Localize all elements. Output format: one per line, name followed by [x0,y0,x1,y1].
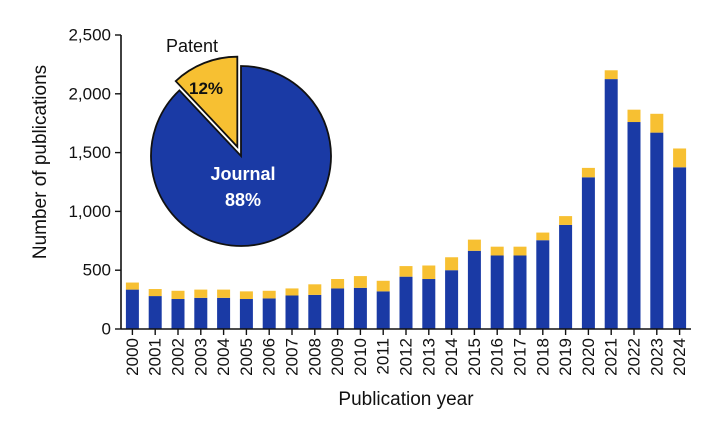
bar-patent-2008 [308,284,322,295]
x-tick-label-2016: 2016 [488,338,507,376]
bar-journal-2000 [125,289,139,329]
bar-patent-2022 [627,109,641,123]
bar-journal-2005 [239,299,253,329]
x-tick-label-2022: 2022 [625,338,644,376]
bar-patent-2016 [490,246,504,256]
bar-patent-2010 [353,276,367,288]
y-tick-label-0: 0 [102,320,111,339]
bar-journal-2013 [422,279,436,329]
x-tick-label-2010: 2010 [351,338,370,376]
x-tick-label-2024: 2024 [670,338,689,376]
x-tick-label-2005: 2005 [237,338,256,376]
x-tick-label-2006: 2006 [260,338,279,376]
bar-journal-2015 [467,250,481,329]
bar-journal-2021 [604,79,618,329]
bar-journal-2002 [171,299,185,329]
x-tick-label-2018: 2018 [533,338,552,376]
bar-journal-2006 [262,298,276,329]
x-tick-label-2012: 2012 [397,338,416,376]
bar-patent-2004 [217,289,231,298]
y-axis: 0 500 1,000 1,500 2,000 2,500 [68,26,122,339]
bars-layer [125,70,687,330]
bar-patent-2002 [171,290,185,300]
bar-patent-2012 [399,266,413,277]
x-tick-label-2014: 2014 [442,338,461,376]
bar-patent-2024 [673,148,687,168]
bar-journal-2003 [194,297,208,329]
bar-patent-2005 [239,291,253,300]
bar-journal-2007 [285,295,299,329]
bar-patent-2006 [262,290,276,299]
x-tick-label-2004: 2004 [214,338,233,376]
x-tick-label-2017: 2017 [511,338,530,376]
bar-journal-2001 [148,296,162,329]
x-tick-label-2000: 2000 [123,338,142,376]
bar-patent-2017 [513,246,527,256]
y-axis-title: Number of publications [30,65,51,259]
y-tick-label-1500: 1,500 [68,143,111,162]
x-tick-label-2021: 2021 [602,338,621,376]
bar-patent-2019 [559,216,573,225]
bar-journal-2004 [217,297,231,329]
x-tick-label-2015: 2015 [465,338,484,376]
pie-label-journal-percent: 88% [225,190,261,210]
x-tick-label-2008: 2008 [305,338,324,376]
bar-journal-2009 [331,288,345,329]
x-tick-label-2023: 2023 [647,338,666,376]
pie-label-patent-percent: 12% [189,79,223,98]
x-tick-label-2003: 2003 [191,338,210,376]
x-tick-label-2007: 2007 [283,338,302,376]
bar-patent-2000 [125,282,139,290]
bar-patent-2020 [581,167,595,178]
bar-journal-2011 [376,291,390,329]
bar-journal-2008 [308,294,322,329]
bar-journal-2023 [650,132,664,329]
bar-journal-2018 [536,240,550,329]
y-tick-label-1000: 1,000 [68,202,111,221]
bar-patent-2007 [285,288,299,296]
bar-journal-2014 [445,270,459,329]
pie-label-patent: Patent [166,36,218,56]
bar-journal-2019 [559,224,573,329]
bar-journal-2016 [490,255,504,329]
bar-patent-2014 [445,257,459,271]
x-axis: 2000 2001 2002 2003 2004 2005 2006 2007 2008 2009… [121,328,691,376]
x-tick-label-2002: 2002 [169,338,188,376]
y-tick-label-500: 500 [83,261,111,280]
x-tick-label-2019: 2019 [556,338,575,376]
x-tick-label-2001: 2001 [146,338,165,376]
bar-journal-2010 [353,287,367,329]
x-tick-label-2020: 2020 [579,338,598,376]
bar-journal-2020 [581,177,595,329]
bar-patent-2013 [422,265,436,280]
pie-label-journal: Journal [210,164,275,184]
bar-patent-2015 [467,239,481,251]
bar-patent-2009 [331,279,345,289]
bar-patent-2003 [194,289,208,298]
bar-journal-2024 [673,167,687,329]
pie-slice-journal [150,65,332,247]
bar-journal-2022 [627,122,641,330]
x-tick-label-2009: 2009 [328,338,347,376]
y-tick-label-2000: 2,000 [68,84,111,103]
bar-patent-2023 [650,113,664,133]
x-axis-title: Publication year [338,389,474,410]
x-tick-label-2011: 2011 [374,338,393,375]
pie-slice-patent [174,55,239,149]
bar-patent-2011 [376,280,390,292]
x-tick-label-2013: 2013 [419,338,438,376]
y-tick-label-2500: 2,500 [68,26,111,45]
bar-journal-2017 [513,255,527,329]
pie-chart-inset: Journal 88% 12% Patent [150,36,332,247]
bar-patent-2001 [148,289,162,297]
bar-patent-2021 [604,70,618,80]
bar-journal-2012 [399,276,413,329]
bar-patent-2018 [536,232,550,241]
